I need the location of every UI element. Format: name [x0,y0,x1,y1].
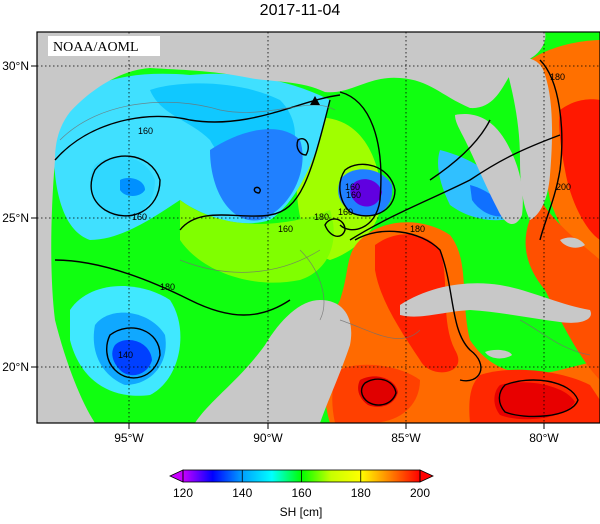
ocean-band [180,200,334,283]
land-mass [505,57,553,220]
land-mass [400,283,591,323]
colorbar-tick-label: 140 [232,486,252,500]
contour-line [349,134,561,241]
land-mass [195,300,352,423]
contour-lines [54,59,579,418]
lon-tick-label: 85°W [391,431,421,445]
contour-line [324,218,346,237]
map-field: 160 160 160 160 160 160 180 180 180 180 … [37,32,600,423]
contour-line [179,99,331,231]
contour-line [54,94,341,161]
contour-line [339,319,421,339]
colorbar-tick-label: 120 [173,486,193,500]
axis-ticks [31,65,545,429]
contour-line [539,59,563,241]
lon-tick-label: 95°W [114,431,144,445]
contour-line [106,327,161,379]
thin-contours [59,101,591,356]
contour-label: 180 [410,224,425,234]
contour-label: 140 [118,350,133,360]
contour-line [339,163,396,217]
station-marker-icon [310,96,320,105]
contour-line [498,379,579,418]
land-mass [37,32,600,423]
credit-text: NOAA/AOML [53,40,139,55]
land-mass [455,114,523,225]
contour-label: 160 [138,126,153,136]
ocean-band [112,340,152,376]
land-mass [560,237,585,248]
contour-line [253,186,261,194]
gridlines [37,32,600,423]
contour-line [519,319,591,356]
contour-label: 160 [338,207,353,217]
contour-label: 160 [345,182,360,192]
contour-line [90,155,161,217]
colorbar: 120 140 160 180 200 SH [cm] [169,469,434,519]
contour-line [360,378,397,406]
ocean-band [350,179,382,207]
contour-label: 180 [160,282,175,292]
lon-tick-label: 80°W [529,431,559,445]
ocean-band [494,382,575,420]
lat-tick-label: 25°N [2,211,29,225]
contour-line [54,259,291,316]
lon-tick-label: 90°W [253,431,283,445]
colorbar-tick-label: 200 [410,486,430,500]
ocean-band [120,178,145,196]
colorbar-tick-label: 180 [351,486,371,500]
contour-line [299,249,325,321]
contour-line [354,230,482,382]
ocean-band [358,376,398,407]
contour-line [296,138,309,156]
contour-line [59,101,336,141]
contour-labels: 160 160 160 160 160 160 180 180 180 180 … [118,72,571,360]
credit-box [48,36,160,56]
contour-label: 160 [132,212,147,222]
contour-label: 180 [550,72,565,82]
contour-label: 160 [346,190,361,200]
ocean-band [210,129,303,221]
lat-tick-label: 20°N [2,360,29,374]
map-frame [36,31,600,424]
colorbar-high-arrow [419,469,434,483]
contour-label: 180 [314,212,329,222]
land-mass [485,349,512,359]
ocean-band [559,99,600,240]
lon-tick-labels: 95°W 90°W 85°W 80°W [114,431,559,445]
contour-line [339,91,382,231]
colorbar-low-arrow [169,469,184,483]
colorbar-tick-label: 160 [291,486,311,500]
contour-label: 200 [556,182,571,192]
lat-tick-label: 30°N [2,59,29,73]
contour-line [179,249,321,273]
colorbar-label: SH [cm] [280,505,323,519]
lat-tick-labels: 20°N 25°N 30°N [2,59,29,374]
contour-label: 160 [278,224,293,234]
contour-line [429,119,491,181]
map-title: 2017-11-04 [259,2,341,19]
